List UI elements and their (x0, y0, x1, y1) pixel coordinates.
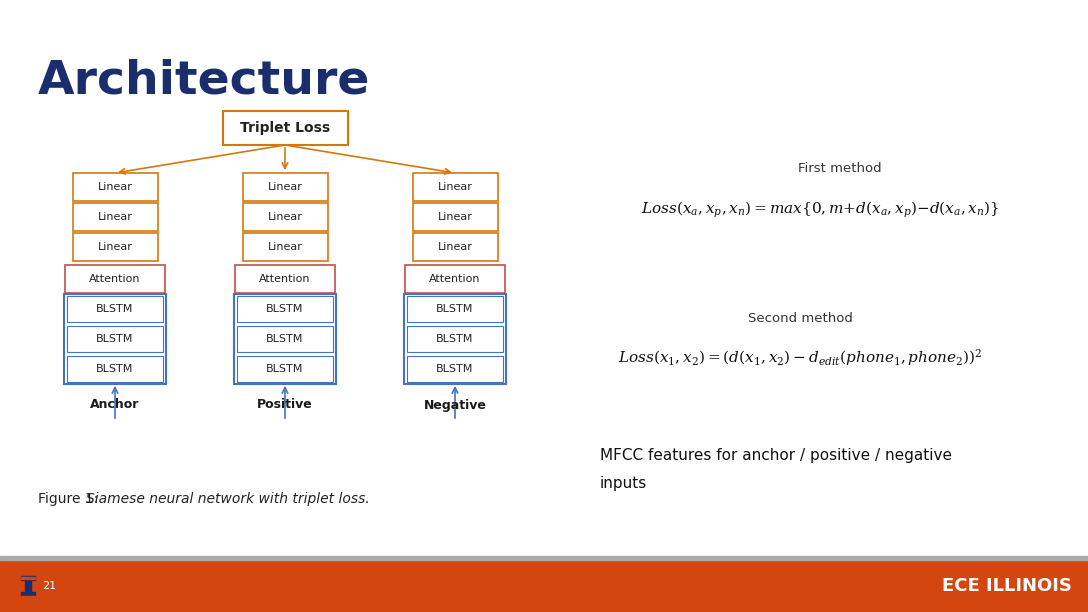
Text: Siamese neural network with triplet loss.: Siamese neural network with triplet loss… (86, 492, 370, 506)
Bar (407, 356, 503, 382)
Bar (223, 111, 347, 145)
Bar (0, 560, 1088, 612)
Bar (67, 296, 163, 322)
Text: BLSTM: BLSTM (97, 364, 134, 374)
Bar (243, 203, 327, 231)
Text: Linear: Linear (437, 182, 472, 192)
Bar (412, 203, 497, 231)
Text: BLSTM: BLSTM (97, 334, 134, 344)
Bar (234, 294, 336, 384)
Bar (73, 173, 158, 201)
Bar (67, 326, 163, 352)
Text: MFCC features for anchor / positive / negative: MFCC features for anchor / positive / ne… (599, 448, 952, 463)
Bar (235, 265, 335, 293)
Bar (237, 326, 333, 352)
Text: Positive: Positive (257, 398, 313, 411)
Text: BLSTM: BLSTM (436, 334, 473, 344)
Bar (73, 203, 158, 231)
Text: $\mathit{Loss}(x_1, x_2) = (d(x_1, x_2) - d_{\mathit{edit}}(\mathit{phone}_1, \m: $\mathit{Loss}(x_1, x_2) = (d(x_1, x_2) … (618, 348, 982, 368)
Bar (404, 294, 506, 384)
Text: Linear: Linear (437, 212, 472, 222)
Text: $\mathit{Loss}(x_a, x_p, x_n) = \mathit{max}\{0, m{+}d(x_a, x_p){-}d(x_a, x_n)\}: $\mathit{Loss}(x_a, x_p, x_n) = \mathit{… (641, 200, 999, 220)
Text: BLSTM: BLSTM (97, 304, 134, 314)
Text: First method: First method (799, 162, 881, 174)
Text: Triplet Loss: Triplet Loss (240, 121, 330, 135)
Bar (21, 577, 35, 579)
Bar (67, 356, 163, 382)
Bar (21, 595, 35, 597)
Text: Linear: Linear (98, 182, 133, 192)
Text: BLSTM: BLSTM (267, 304, 304, 314)
Text: Linear: Linear (98, 242, 133, 252)
Text: inputs: inputs (599, 476, 647, 491)
Text: Architecture: Architecture (38, 58, 370, 103)
Text: BLSTM: BLSTM (267, 334, 304, 344)
Bar (73, 233, 158, 261)
Text: Linear: Linear (268, 212, 302, 222)
Text: Second method: Second method (747, 312, 852, 324)
Bar (65, 265, 165, 293)
Text: 21: 21 (42, 581, 57, 591)
Text: Attention: Attention (89, 274, 140, 284)
Text: Linear: Linear (268, 242, 302, 252)
Bar (407, 296, 503, 322)
Text: BLSTM: BLSTM (436, 364, 473, 374)
Text: Negative: Negative (423, 398, 486, 411)
Text: Linear: Linear (437, 242, 472, 252)
Bar (407, 326, 503, 352)
Text: Linear: Linear (98, 212, 133, 222)
Text: BLSTM: BLSTM (267, 364, 304, 374)
Bar (25, 580, 30, 592)
Bar (21, 592, 35, 596)
Bar (412, 173, 497, 201)
Text: Anchor: Anchor (90, 398, 139, 411)
Text: BLSTM: BLSTM (436, 304, 473, 314)
Bar (237, 356, 333, 382)
Text: ECE ILLINOIS: ECE ILLINOIS (942, 577, 1072, 595)
Text: Figure 1:: Figure 1: (38, 492, 102, 506)
Bar (412, 233, 497, 261)
Bar (64, 294, 166, 384)
Bar (0, 556, 1088, 560)
Text: Attention: Attention (430, 274, 481, 284)
Bar (237, 296, 333, 322)
Bar (243, 173, 327, 201)
Bar (21, 576, 35, 580)
Bar (405, 265, 505, 293)
Text: Attention: Attention (259, 274, 311, 284)
Text: Linear: Linear (268, 182, 302, 192)
Bar (243, 233, 327, 261)
